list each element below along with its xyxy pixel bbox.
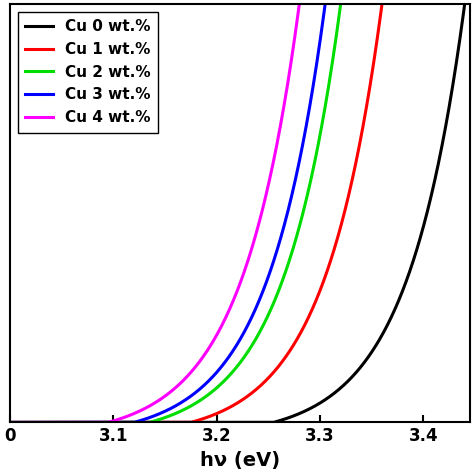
Cu 2 wt.% — [54, 419, 60, 425]
Cu 4 wt.% — [20, 419, 26, 425]
Cu 0 wt.% — [173, 419, 179, 425]
Cu 0 wt.% — [20, 419, 26, 425]
Cu 1 wt.% — [54, 419, 60, 425]
Cu 1 wt.% — [198, 417, 204, 422]
X-axis label: hν (eV): hν (eV) — [200, 451, 280, 470]
Cu 2 wt.% — [198, 397, 204, 403]
Cu 0 wt.% — [451, 73, 457, 79]
Line: Cu 1 wt.%: Cu 1 wt.% — [0, 0, 474, 422]
Legend: Cu 0 wt.%, Cu 1 wt.%, Cu 2 wt.%, Cu 3 wt.%, Cu 4 wt.%: Cu 0 wt.%, Cu 1 wt.%, Cu 2 wt.%, Cu 3 wt… — [18, 12, 158, 133]
Cu 1 wt.% — [173, 419, 179, 425]
Line: Cu 2 wt.%: Cu 2 wt.% — [0, 0, 474, 422]
Cu 3 wt.% — [173, 403, 179, 409]
Cu 3 wt.% — [20, 419, 26, 425]
Cu 2 wt.% — [20, 419, 26, 425]
Cu 2 wt.% — [173, 410, 179, 416]
Line: Cu 3 wt.%: Cu 3 wt.% — [0, 0, 474, 422]
Line: Cu 0 wt.%: Cu 0 wt.% — [0, 0, 474, 422]
Cu 4 wt.% — [54, 419, 60, 425]
Cu 3 wt.% — [198, 385, 204, 391]
Cu 1 wt.% — [20, 419, 26, 425]
Cu 3 wt.% — [54, 419, 60, 425]
Cu 0 wt.% — [198, 419, 204, 425]
Cu 4 wt.% — [173, 384, 179, 390]
Cu 0 wt.% — [54, 419, 60, 425]
Cu 4 wt.% — [198, 357, 204, 363]
Line: Cu 4 wt.%: Cu 4 wt.% — [0, 0, 474, 422]
